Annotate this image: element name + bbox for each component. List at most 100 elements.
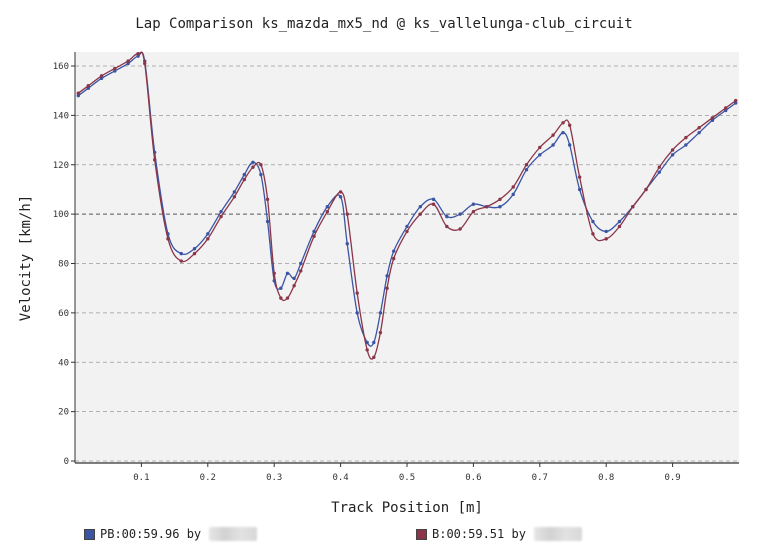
data-point <box>405 229 409 234</box>
data-point <box>538 145 542 150</box>
y-tick-label: 100 <box>53 210 69 220</box>
data-point <box>617 224 622 229</box>
y-tick-label: 40 <box>58 358 69 368</box>
data-point <box>192 251 197 256</box>
data-point <box>99 76 104 81</box>
data-point <box>355 311 359 315</box>
data-point <box>265 219 270 224</box>
data-point <box>561 130 565 135</box>
data-point <box>471 209 476 214</box>
data-point <box>697 130 701 135</box>
data-point <box>242 177 247 182</box>
data-point <box>591 232 595 236</box>
data-point <box>86 86 90 90</box>
data-point <box>498 197 502 202</box>
data-point <box>484 205 489 209</box>
x-tick-label: 0.5 <box>399 473 415 483</box>
data-point <box>471 202 476 206</box>
data-point <box>631 205 635 209</box>
data-point <box>385 274 389 278</box>
data-point <box>378 330 383 335</box>
y-tick-label: 140 <box>53 111 69 121</box>
y-tick-label: 60 <box>58 309 69 319</box>
data-point <box>577 175 582 179</box>
data-point <box>285 271 290 276</box>
data-point <box>99 74 104 78</box>
data-point <box>325 209 330 214</box>
data-point <box>232 195 237 199</box>
legend-item-pb: PB:00:59.96 by <box>84 527 258 541</box>
legend: PB:00:59.96 by B:00:59.51 by <box>0 527 768 547</box>
data-point <box>418 205 422 209</box>
data-point <box>113 66 117 71</box>
data-point <box>143 61 147 66</box>
data-point <box>292 284 296 288</box>
x-axis-title: Track Position [m] <box>331 500 483 516</box>
data-point <box>86 84 90 88</box>
data-point <box>206 232 210 236</box>
redacted-username <box>209 527 258 541</box>
data-point <box>710 118 715 123</box>
data-point <box>292 276 296 281</box>
redacted-username <box>533 527 582 541</box>
data-point <box>604 237 608 241</box>
data-point <box>458 227 462 231</box>
data-point <box>684 135 688 140</box>
x-tick-label: 0.6 <box>465 473 481 483</box>
data-point <box>378 311 383 315</box>
plot-area <box>75 52 739 463</box>
data-point <box>345 212 349 216</box>
data-point <box>259 163 263 167</box>
data-point <box>126 59 130 63</box>
x-tick-label: 0.7 <box>532 473 548 483</box>
legend-swatch <box>416 528 427 540</box>
data-point <box>272 271 276 276</box>
data-point <box>577 187 582 192</box>
data-point <box>405 224 409 229</box>
data-point <box>152 158 157 162</box>
data-point <box>372 340 376 345</box>
y-tick-label: 160 <box>53 62 69 72</box>
data-point <box>561 121 565 125</box>
data-point <box>733 98 738 103</box>
data-point <box>136 51 140 56</box>
data-point <box>285 296 290 300</box>
x-tick-label: 0.9 <box>664 473 680 483</box>
data-point <box>724 108 728 113</box>
data-point <box>76 91 81 95</box>
data-point <box>325 205 330 209</box>
data-point <box>219 214 223 219</box>
data-point <box>670 148 675 152</box>
data-point <box>733 101 738 105</box>
data-point <box>710 116 715 120</box>
x-tick-label: 0.1 <box>133 473 149 483</box>
axis-layer: 0 20 40 60 80 100 120 140 160 0.1 0.2 0.3 0.4 0.5 0.6 0… <box>53 52 739 483</box>
legend-label: B:00:59.51 by <box>432 527 526 541</box>
data-point <box>166 237 170 241</box>
legend-label: PB:00:59.96 by <box>100 527 202 541</box>
data-point <box>445 224 449 229</box>
x-tick-label: 0.8 <box>598 473 614 483</box>
data-point <box>232 190 237 194</box>
data-point <box>259 172 263 177</box>
x-tick-label: 0.2 <box>200 473 216 483</box>
data-point <box>538 153 542 157</box>
data-point <box>299 269 303 273</box>
data-point <box>418 212 422 216</box>
data-point <box>431 202 436 206</box>
data-point <box>567 143 572 147</box>
data-point <box>251 160 255 164</box>
data-point <box>338 195 343 199</box>
data-point <box>445 214 449 219</box>
data-point <box>312 234 316 239</box>
y-tick-label: 20 <box>58 408 69 418</box>
data-point <box>498 205 502 209</box>
legend-swatch <box>84 528 95 540</box>
data-point <box>192 246 197 251</box>
y-tick-label: 120 <box>53 161 69 171</box>
legend-item-b: B:00:59.51 by <box>416 527 582 541</box>
data-point <box>458 212 462 216</box>
y-tick-label: 0 <box>64 457 69 467</box>
data-point <box>365 348 369 352</box>
